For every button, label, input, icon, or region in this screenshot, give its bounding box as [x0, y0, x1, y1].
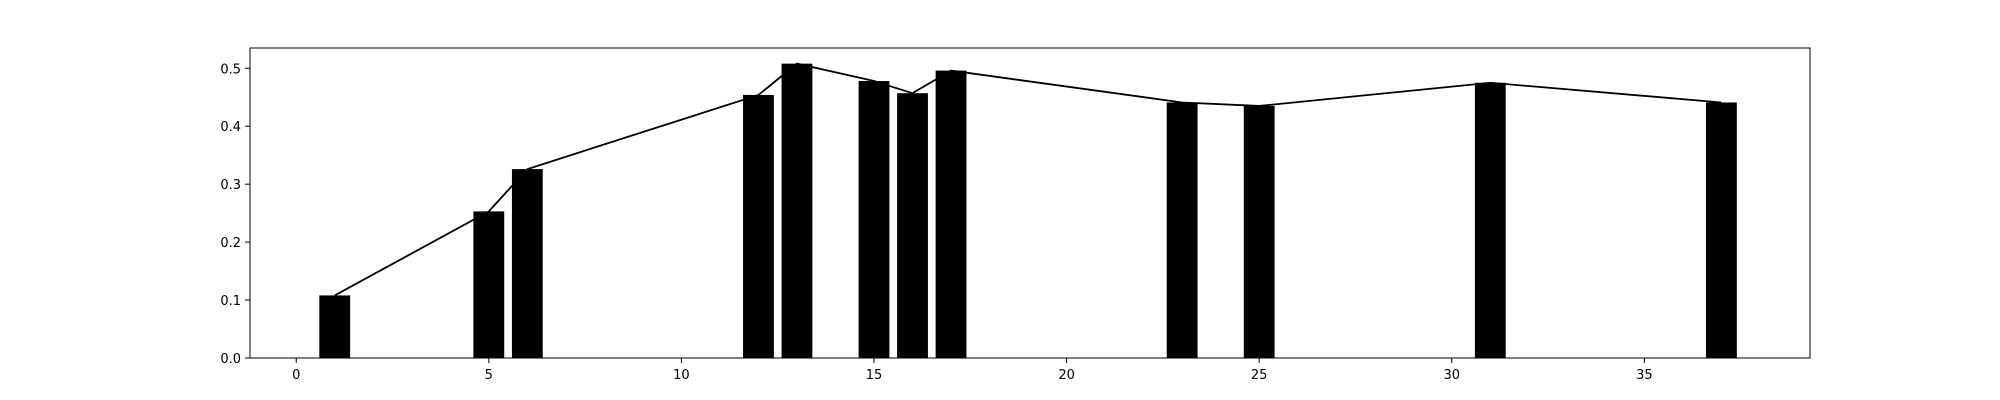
bar: [511, 169, 543, 358]
x-tick-label: 25: [1251, 368, 1268, 383]
bar: [1474, 82, 1506, 358]
x-tick-label: 15: [866, 368, 883, 383]
bar: [897, 93, 928, 358]
x-tick-label: 10: [673, 368, 690, 383]
bar-group: [319, 63, 1737, 359]
x-tick-label: 20: [1058, 368, 1075, 383]
x-tick-label: 0: [292, 368, 300, 383]
x-tick-label: 30: [1444, 368, 1461, 383]
series-line: [334, 62, 1722, 297]
plot-frame: [249, 47, 1811, 359]
x-tick-label: 5: [485, 368, 493, 383]
bar: [1166, 102, 1198, 359]
x-tick-label: 35: [1636, 368, 1653, 383]
bar: [781, 63, 813, 358]
bar: [1706, 102, 1737, 359]
bar: [473, 211, 505, 358]
bar: [743, 94, 774, 359]
x-axis: 0 5 10 15 20 25 30 35: [292, 358, 1653, 383]
bar: [935, 70, 967, 358]
y-tick-label: 0.0: [220, 352, 241, 367]
bar: [858, 81, 890, 358]
bar: [1243, 105, 1275, 358]
y-tick-label: 0.1: [220, 294, 241, 309]
y-tick-label: 0.4: [220, 120, 241, 135]
bar: [319, 295, 351, 358]
line-group: [334, 62, 1722, 297]
y-tick-label: 0.3: [220, 178, 241, 193]
y-tick-label: 0.5: [220, 62, 241, 77]
y-tick-label: 0.2: [220, 236, 241, 251]
y-axis: 0.0 0.1 0.2 0.3 0.4 0.5: [220, 62, 250, 367]
